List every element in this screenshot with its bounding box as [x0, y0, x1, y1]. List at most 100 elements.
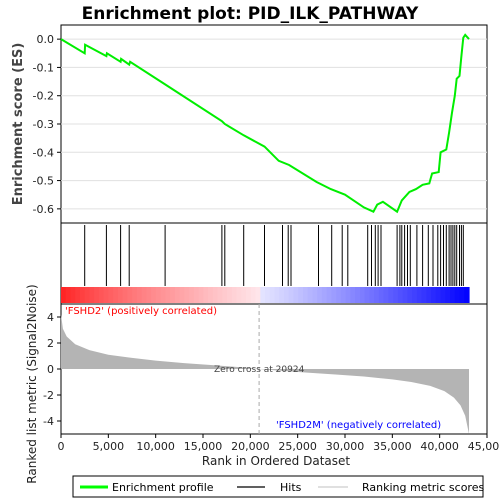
metric-y-tick-label: 2: [47, 337, 54, 350]
color-bar-segment: [403, 287, 408, 303]
color-bar-segment: [104, 287, 109, 303]
color-bar-segment: [161, 287, 166, 303]
es-y-tick-label: -0.3: [33, 118, 54, 131]
color-bar-segment: [346, 287, 351, 303]
color-bar-segment: [90, 287, 95, 303]
color-bar-segment: [246, 287, 251, 303]
color-bar-segment: [450, 287, 455, 303]
color-bar-segment: [194, 287, 199, 303]
color-bar-segment: [336, 287, 341, 303]
x-tick-label: 10,000: [136, 440, 175, 453]
color-bar-segment: [118, 287, 123, 303]
zero-cross-label: Zero cross at 20924: [214, 365, 305, 375]
es-y-tick-label: -0.4: [33, 146, 54, 159]
color-bar-segment: [379, 287, 384, 303]
es-y-axis-label: Enrichment score (ES): [11, 43, 26, 206]
color-bar-segment: [203, 287, 208, 303]
color-bar-segment: [431, 287, 436, 303]
es-y-tick-label: 0.0: [37, 33, 55, 46]
color-bar-segment: [265, 287, 270, 303]
x-tick-label: 20,000: [231, 440, 270, 453]
legend-label: Enrichment profile: [112, 481, 214, 494]
color-bar-segment: [422, 287, 427, 303]
x-axis-label: Rank in Ordered Dataset: [202, 454, 350, 468]
color-bar-segment: [227, 287, 232, 303]
ranked-list-color-bar: [61, 287, 470, 303]
metric-y-axis-label: Ranked list metric (Signal2Noise): [25, 284, 39, 483]
es-y-tick-label: -0.6: [33, 203, 54, 216]
x-tick-label: 5,000: [93, 440, 125, 453]
negative-correlation-label: 'FSHD2M' (negatively correlated): [276, 420, 441, 431]
metric-y-tick-label: 4: [47, 311, 54, 324]
x-tick-label: 40,000: [420, 440, 459, 453]
color-bar-segment: [180, 287, 185, 303]
color-bar-segment: [251, 287, 256, 303]
color-bar-segment: [350, 287, 355, 303]
color-bar-segment: [184, 287, 189, 303]
color-bar-segment: [170, 287, 175, 303]
color-bar-segment: [308, 287, 313, 303]
color-bar-segment: [398, 287, 403, 303]
metric-y-tick-label: -2: [43, 389, 54, 402]
color-bar-segment: [142, 287, 147, 303]
color-bar-segment: [365, 287, 370, 303]
color-bar-segment: [218, 287, 223, 303]
color-bar-segment: [127, 287, 132, 303]
color-bar-segment: [445, 287, 450, 303]
x-tick-label: 25,000: [278, 440, 317, 453]
color-bar-segment: [199, 287, 204, 303]
color-bar-segment: [75, 287, 80, 303]
x-tick-label: 35,000: [373, 440, 412, 453]
color-bar-segment: [464, 287, 469, 303]
color-bar-segment: [426, 287, 431, 303]
es-y-tick-label: -0.1: [33, 61, 54, 74]
x-tick-label: 30,000: [326, 440, 365, 453]
color-bar-segment: [146, 287, 151, 303]
color-bar-segment: [275, 287, 280, 303]
x-tick-label: 0: [58, 440, 65, 453]
color-bar-segment: [384, 287, 389, 303]
color-bar-segment: [208, 287, 213, 303]
color-bar-segment: [279, 287, 284, 303]
chart-title: Enrichment plot: PID_ILK_PATHWAY: [82, 4, 419, 24]
color-bar-segment: [294, 287, 299, 303]
positive-correlation-label: 'FSHD2' (positively correlated): [65, 306, 217, 317]
x-tick-label: 15,000: [184, 440, 223, 453]
color-bar-segment: [222, 287, 227, 303]
color-bar-segment: [327, 287, 332, 303]
legend-label: Hits: [280, 481, 302, 494]
color-bar-segment: [175, 287, 180, 303]
metric-y-tick-label: -4: [43, 415, 54, 428]
color-bar-segment: [317, 287, 322, 303]
color-bar-segment: [113, 287, 118, 303]
color-bar-segment: [85, 287, 90, 303]
color-bar-segment: [260, 287, 265, 303]
es-y-tick-label: -0.5: [33, 175, 54, 188]
color-bar-segment: [237, 287, 242, 303]
color-bar-segment: [355, 287, 360, 303]
color-bar-segment: [369, 287, 374, 303]
color-bar-segment: [66, 287, 71, 303]
color-bar-segment: [441, 287, 446, 303]
color-bar-segment: [341, 287, 346, 303]
color-bar-segment: [322, 287, 327, 303]
color-bar-segment: [241, 287, 246, 303]
color-bar-segment: [298, 287, 303, 303]
color-bar-segment: [108, 287, 113, 303]
color-bar-segment: [165, 287, 170, 303]
color-bar-segment: [61, 287, 66, 303]
color-bar-segment: [374, 287, 379, 303]
metric-y-tick-label: 0: [47, 363, 54, 376]
color-bar-segment: [137, 287, 142, 303]
color-bar-segment: [455, 287, 460, 303]
color-bar-segment: [94, 287, 99, 303]
color-bar-segment: [331, 287, 336, 303]
color-bar-segment: [393, 287, 398, 303]
color-bar-segment: [436, 287, 441, 303]
color-bar-segment: [80, 287, 85, 303]
color-bar-segment: [289, 287, 294, 303]
color-bar-segment: [388, 287, 393, 303]
